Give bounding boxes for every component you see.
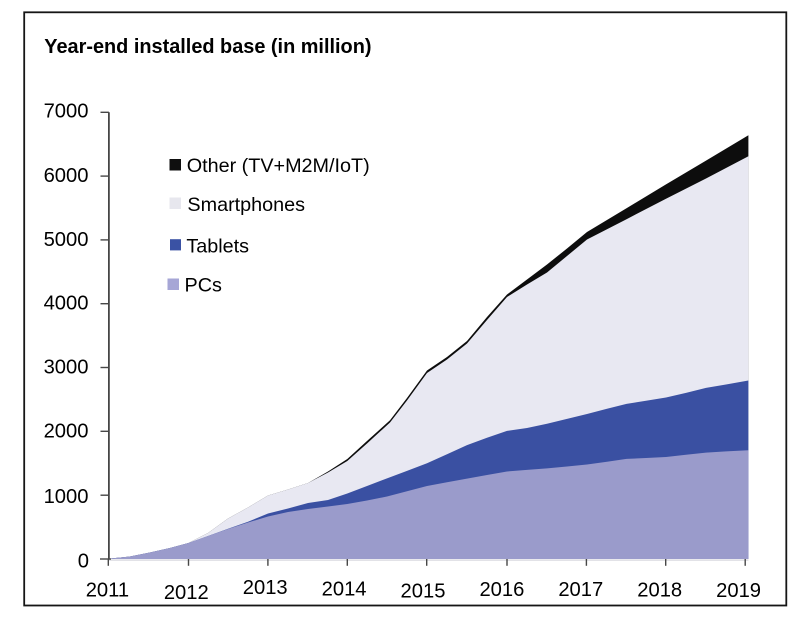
svg-text:2012: 2012: [164, 582, 209, 604]
svg-text:1000: 1000: [44, 486, 89, 508]
svg-text:0: 0: [78, 551, 89, 573]
svg-text:2011: 2011: [86, 580, 129, 602]
svg-text:6000: 6000: [44, 165, 89, 187]
svg-text:2018: 2018: [637, 580, 682, 602]
svg-text:2016: 2016: [479, 579, 524, 601]
svg-text:3000: 3000: [44, 357, 89, 379]
svg-text:2019: 2019: [716, 580, 761, 602]
svg-text:Smartphones: Smartphones: [187, 194, 305, 216]
svg-text:7000: 7000: [44, 101, 89, 123]
svg-text:Tablets: Tablets: [186, 235, 249, 257]
svg-text:2014: 2014: [322, 579, 367, 601]
svg-text:2017: 2017: [558, 579, 603, 601]
svg-text:2000: 2000: [44, 420, 89, 442]
svg-text:2013: 2013: [243, 577, 288, 599]
svg-text:PCs: PCs: [185, 275, 222, 297]
svg-text:2015: 2015: [401, 581, 446, 603]
svg-text:Year-end installed base (in mi: Year-end installed base (in million): [44, 36, 371, 58]
svg-text:4000: 4000: [44, 293, 89, 315]
svg-text:Other (TV+M2M/IoT): Other (TV+M2M/IoT): [187, 155, 370, 177]
svg-text:5000: 5000: [44, 229, 89, 251]
